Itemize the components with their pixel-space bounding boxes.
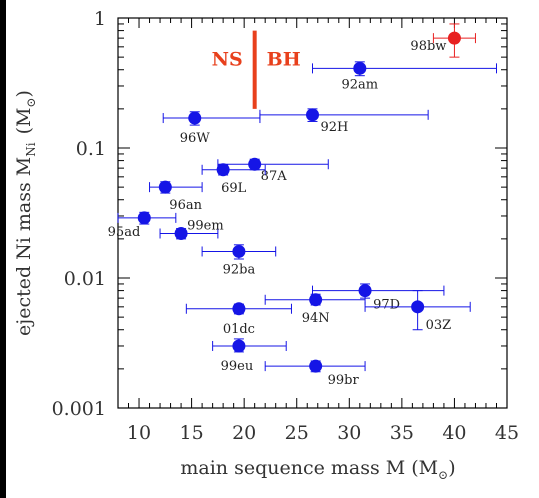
point-label: 96W (180, 131, 211, 146)
point-label: 96an (169, 198, 202, 213)
data-point-99br: 99br (264, 359, 366, 388)
point-label: 94N (302, 311, 330, 326)
data-point-98bw: 98bw (410, 23, 476, 58)
y-tick-label: 0.01 (64, 268, 106, 290)
data-point-69L: 69L (201, 163, 266, 196)
x-tick-label: 40 (442, 422, 466, 444)
point-label: 01dc (223, 322, 255, 337)
data-point-94N: 94N (264, 293, 366, 326)
data-point-96an: 96an (149, 180, 203, 213)
point-marker (174, 226, 188, 240)
x-axis-ticks: 10 15 20 25 30 35 40 45 (117, 18, 519, 444)
point-label: 03Z (426, 318, 452, 333)
y-tick-label: 0.1 (76, 138, 106, 160)
x-tick-label: 10 (127, 422, 151, 444)
point-label: 99br (328, 373, 360, 388)
data-point-99em: 99em (159, 218, 224, 240)
point-marker (309, 359, 323, 373)
point-label: 95ad (108, 225, 141, 240)
point-marker (309, 293, 323, 307)
data-points: 98bw 92am 92H 96W 87A 69L 96an 95ad 99em 92ba 97D 9… (108, 23, 497, 388)
point-marker (447, 31, 461, 45)
x-tick-label: 25 (285, 422, 309, 444)
point-label: 97D (373, 298, 400, 313)
point-marker (158, 180, 172, 194)
x-tick-label: 15 (180, 422, 204, 444)
point-label: 99eu (221, 359, 254, 374)
data-point-97D: 97D (312, 283, 445, 313)
x-axis-label: main sequence mass M (M⊙) (180, 457, 455, 482)
point-marker (232, 339, 246, 353)
data-point-03Z: 03Z (364, 290, 471, 333)
data-point-96W: 96W (162, 111, 261, 146)
x-tick-label: 35 (390, 422, 414, 444)
bh-label: BH (267, 49, 301, 71)
data-point-92am: 92am (312, 61, 497, 92)
point-marker (137, 211, 151, 225)
data-point-01dc: 01dc (185, 302, 292, 337)
point-label: 69L (221, 181, 247, 196)
point-label: 92H (321, 120, 349, 135)
data-point-95ad: 95ad (108, 211, 177, 240)
data-point-92H: 92H (259, 108, 429, 135)
y-tick-label: 0.001 (52, 398, 106, 420)
point-marker (232, 244, 246, 258)
x-tick-label: 20 (232, 422, 256, 444)
point-label: 99em (187, 218, 224, 233)
left-edge-bar (0, 0, 6, 498)
ns-bh-divider: NS BH (212, 30, 301, 109)
y-tick-label: 1 (94, 8, 106, 30)
point-marker (232, 302, 246, 316)
x-tick-label: 45 (495, 422, 519, 444)
point-marker (353, 61, 367, 75)
point-marker (188, 111, 202, 125)
ns-label: NS (212, 49, 243, 71)
point-label: 98bw (410, 39, 446, 54)
point-label: 87A (261, 169, 288, 184)
point-marker (411, 300, 425, 314)
y-axis-label: ejected Ni mass MNi(M⊙) (13, 90, 38, 336)
point-marker (216, 163, 230, 177)
x-tick-label: 30 (337, 422, 361, 444)
point-marker (306, 108, 319, 122)
point-label: 92am (341, 77, 378, 92)
point-marker (358, 284, 372, 298)
data-point-92ba: 92ba (201, 244, 277, 277)
data-point-87A: 87A (217, 157, 329, 184)
data-point-99eu: 99eu (212, 338, 287, 374)
y-axis-ticks: 0.001 0.01 0.1 1 (52, 8, 507, 420)
point-marker (248, 157, 262, 171)
point-label: 92ba (223, 262, 256, 277)
